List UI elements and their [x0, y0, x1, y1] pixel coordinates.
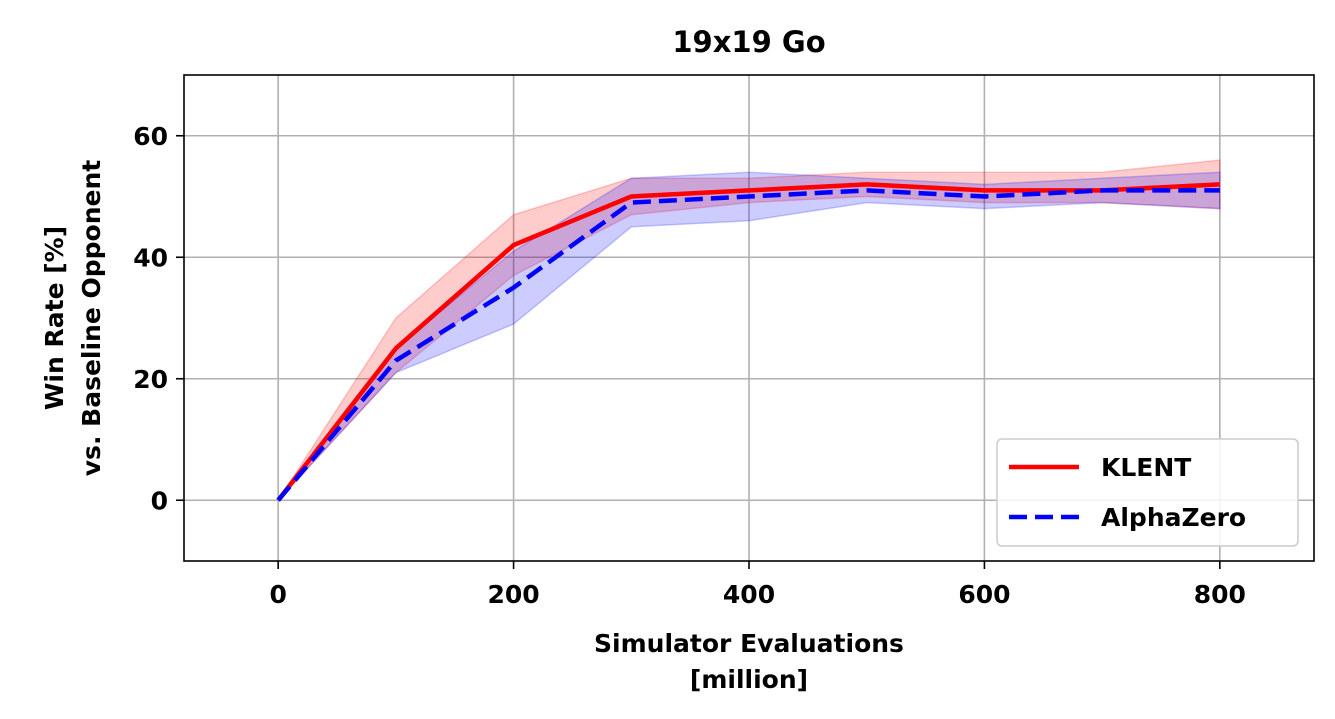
x-tick-label: 200: [487, 580, 539, 609]
legend: KLENT AlphaZero: [996, 438, 1299, 547]
x-tick-label: 600: [958, 580, 1010, 609]
line-alphazero: [276, 188, 1220, 502]
x-axis-label: Simulator Evaluations: [594, 629, 904, 658]
y-axis-label-second-line: vs. Baseline Opponent: [77, 160, 106, 477]
x-axis-label-unit: [million]: [690, 665, 808, 694]
y-tick-label: 40: [133, 243, 168, 272]
series-lines: [276, 182, 1220, 502]
legend-label-klent: KLENT: [1101, 453, 1191, 482]
chart-title: 19x19 Go: [672, 25, 825, 59]
x-tick-label: 400: [723, 580, 775, 609]
y-tick-label: 60: [133, 122, 168, 151]
y-tick-label: 0: [151, 486, 168, 515]
legend-label-alphazero: AlphaZero: [1101, 503, 1246, 532]
x-tick-label: 0: [269, 580, 286, 609]
x-tick-label: 800: [1194, 580, 1246, 609]
y-axis-label: Win Rate [%]: [40, 226, 69, 410]
y-tick-label: 20: [133, 365, 168, 394]
axis-ticks: 0 200 400 600 800 0 20 40 60: [133, 122, 1246, 609]
